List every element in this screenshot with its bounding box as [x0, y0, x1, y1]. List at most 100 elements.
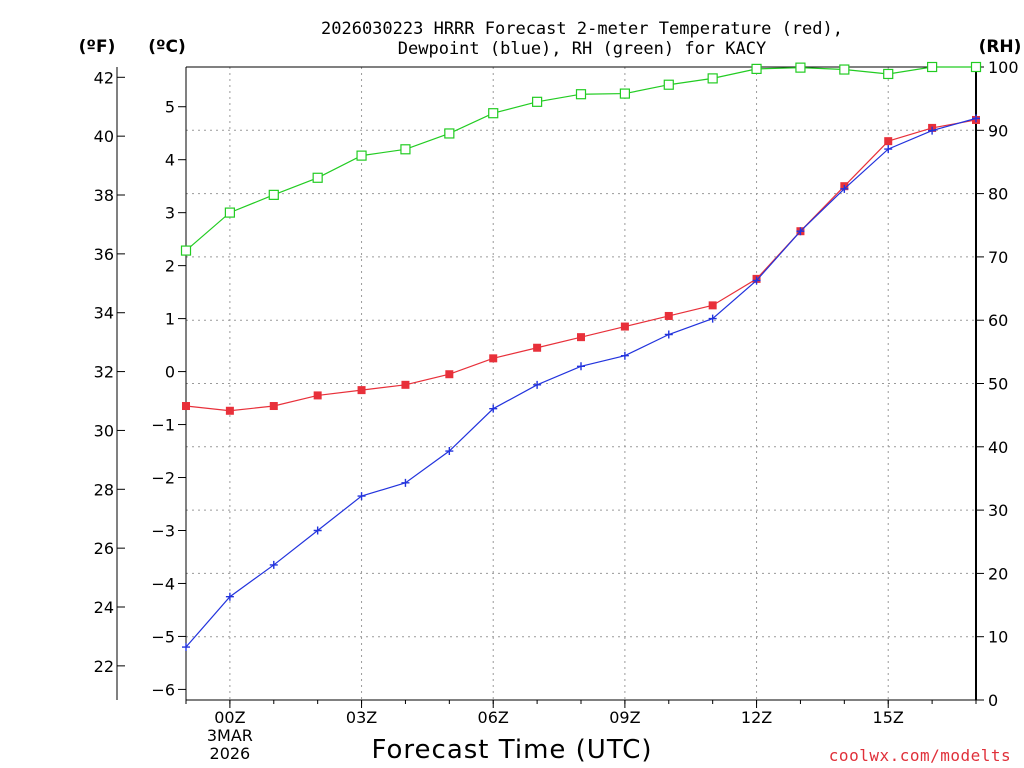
rh-point — [532, 96, 543, 107]
x-axis-title: Forecast Time (UTC) — [371, 735, 652, 765]
dewpoint-point — [225, 592, 234, 601]
rh-point — [619, 88, 630, 99]
dewpoint-series — [182, 114, 980, 652]
temperature-point — [313, 391, 322, 400]
temperature-point — [884, 137, 893, 146]
temperature-point — [577, 333, 585, 342]
rh-tick-label: 30 — [988, 501, 1008, 520]
credit-label: coolwx.com/modelts — [829, 746, 1011, 765]
rh-series — [180, 61, 982, 256]
rh-tick-label: 40 — [988, 438, 1008, 457]
rh-point — [795, 62, 806, 73]
dewpoint-point — [357, 492, 366, 501]
dewpoint-point — [533, 380, 542, 389]
fahrenheit-tick-label: 24 — [94, 598, 114, 617]
rh-tick-label: 90 — [988, 121, 1008, 140]
dewpoint-point — [577, 362, 585, 371]
fahrenheit-tick-label: 34 — [94, 304, 114, 323]
data-series — [180, 61, 982, 652]
rh-point — [927, 61, 938, 73]
fahrenheit-tick-label: 40 — [94, 127, 114, 146]
x-date-label-year: 2026 — [210, 744, 251, 763]
rh-tick-label: 0 — [988, 691, 998, 710]
dewpoint-point — [620, 351, 629, 360]
fahrenheit-unit-label: (ºF) — [79, 37, 116, 57]
rh-tick-label: 70 — [988, 248, 1008, 267]
celsius-tick-label: 2 — [165, 257, 175, 276]
temperature-point — [269, 402, 278, 411]
celsius-tick-label: −1 — [151, 416, 175, 435]
dewpoint-point — [664, 330, 673, 339]
rh-point — [356, 150, 367, 161]
fahrenheit-tick-label: 36 — [94, 245, 114, 264]
fahrenheit-tick-label: 26 — [94, 539, 114, 558]
temperature-point — [533, 343, 542, 352]
temperature-point — [225, 406, 234, 415]
celsius-tick-label: −5 — [151, 627, 175, 646]
rh-tick-label: 100 — [988, 58, 1019, 77]
rh-point — [268, 189, 279, 200]
rh-point — [400, 144, 411, 155]
dewpoint-point — [972, 114, 980, 123]
dewpoint-point — [269, 560, 278, 569]
x-tick-label: 09Z — [609, 708, 640, 727]
chart-title-line1: 2026030223 HRRR Forecast 2-meter Tempera… — [321, 19, 843, 39]
rh-tick-label: 20 — [988, 564, 1008, 583]
rh-tick-label: 60 — [988, 311, 1008, 330]
celsius-tick-label: −6 — [151, 680, 175, 699]
rh-point — [575, 89, 587, 100]
dewpoint-point — [796, 227, 805, 236]
temperature-point — [182, 402, 190, 411]
celsius-tick-label: 4 — [165, 151, 175, 170]
rh-point — [180, 245, 192, 256]
rh-point — [488, 108, 499, 119]
celsius-tick-label: 0 — [165, 363, 175, 382]
rh-point — [444, 128, 455, 139]
rh-point — [224, 207, 235, 218]
dewpoint-point — [928, 126, 937, 135]
celsius-tick-label: 1 — [165, 310, 175, 329]
dewpoint-point — [401, 478, 410, 487]
axes: −6−5−4−3−2−10123452224262830323436384042… — [94, 58, 1019, 763]
celsius-tick-label: −3 — [151, 521, 175, 540]
celsius-tick-label: 3 — [165, 204, 175, 223]
x-tick-label: 15Z — [873, 708, 904, 727]
temperature-point — [708, 301, 717, 310]
fahrenheit-tick-label: 30 — [94, 421, 114, 440]
dewpoint-point — [313, 526, 322, 535]
temperature-point — [664, 311, 673, 320]
rh-tick-label: 10 — [988, 628, 1008, 647]
temperature-point — [401, 380, 410, 389]
dewpoint-point — [840, 184, 849, 193]
fahrenheit-tick-label: 42 — [94, 68, 114, 87]
rh-tick-label: 80 — [988, 185, 1008, 204]
celsius-tick-label: 5 — [165, 98, 175, 117]
fahrenheit-tick-label: 32 — [94, 363, 114, 382]
fahrenheit-tick-label: 38 — [94, 186, 114, 205]
dewpoint-point — [489, 404, 498, 413]
temperature-point — [620, 322, 629, 331]
rh-unit-label: (RH) — [979, 37, 1022, 57]
fahrenheit-tick-label: 28 — [94, 480, 114, 499]
temperature-point — [445, 370, 454, 379]
celsius-tick-label: −2 — [151, 469, 175, 488]
temperature-point — [489, 354, 498, 363]
celsius-tick-label: −4 — [151, 574, 175, 593]
chart-title-line2: Dewpoint (blue), RH (green) for KACY — [398, 39, 766, 59]
rh-tick-label: 50 — [988, 375, 1008, 394]
dewpoint-point — [182, 643, 190, 652]
fahrenheit-tick-label: 22 — [94, 657, 114, 676]
celsius-unit-label: (ºC) — [148, 37, 186, 57]
temperature-point — [357, 386, 366, 395]
dewpoint-point — [884, 145, 893, 154]
dewpoint-point — [708, 314, 717, 323]
rh-point — [839, 64, 850, 75]
rh-point — [707, 73, 718, 84]
x-tick-label: 03Z — [346, 708, 377, 727]
x-tick-label: 06Z — [478, 708, 509, 727]
rh-point — [970, 61, 982, 73]
dewpoint-point — [752, 276, 761, 285]
rh-point — [883, 68, 894, 80]
rh-point — [751, 63, 762, 74]
dewpoint-point — [445, 447, 454, 456]
